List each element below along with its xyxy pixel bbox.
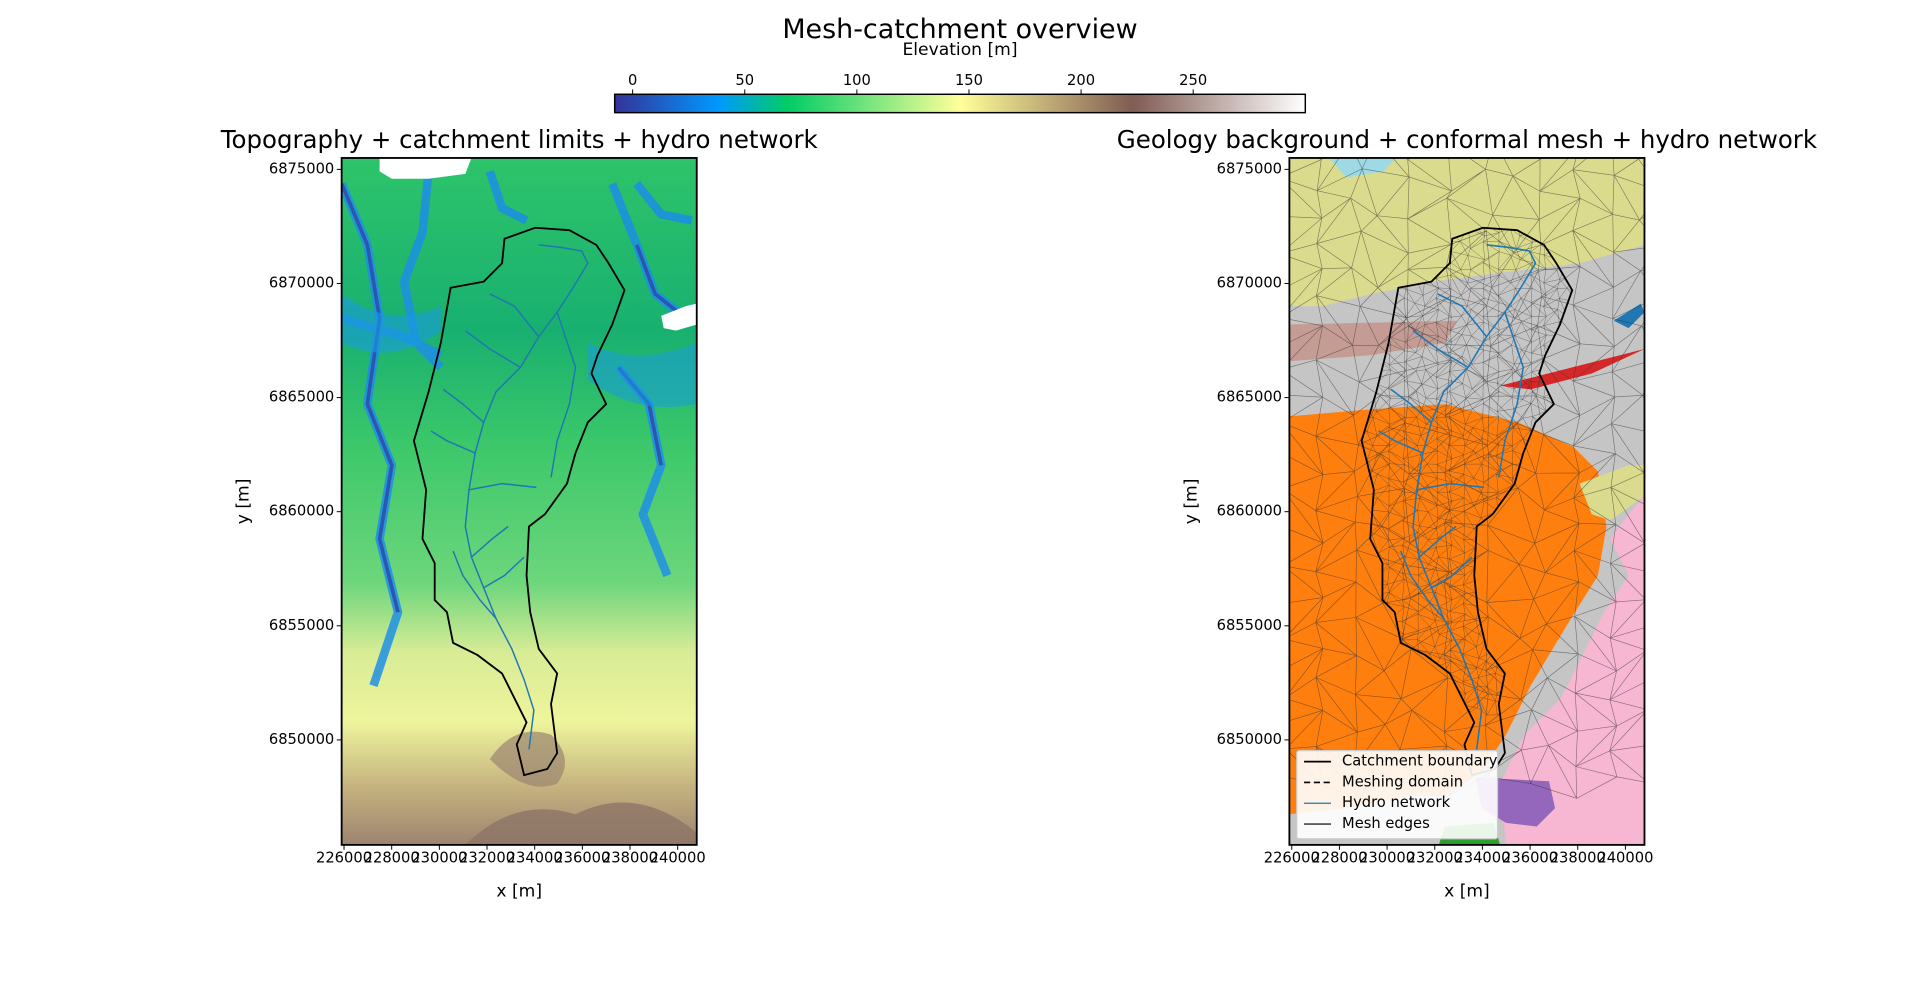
y-tick-label: 6870000 xyxy=(1217,274,1282,291)
x-tick-label: 240000 xyxy=(650,849,706,866)
panel-title: Topography + catchment limits + hydro ne… xyxy=(220,125,819,154)
colorbar-gradient xyxy=(613,93,1307,114)
map-panel: Topography + catchment limits + hydro ne… xyxy=(220,125,819,902)
colorbar-tick-label: 250 xyxy=(1179,72,1207,89)
y-axis-label: y [m] xyxy=(234,479,254,525)
topography-map xyxy=(341,157,697,845)
x-tick-label: 236000 xyxy=(554,849,610,866)
legend-label: Mesh edges xyxy=(1342,815,1430,832)
x-tick-label: 232000 xyxy=(459,849,515,866)
y-tick-label: 6865000 xyxy=(1217,389,1282,406)
y-tick-label: 6860000 xyxy=(269,503,334,520)
legend-label: Hydro network xyxy=(1342,794,1451,811)
y-axis-label: y [m] xyxy=(1181,479,1201,525)
x-tick-label: 234000 xyxy=(1454,849,1510,866)
y-tick-label: 6855000 xyxy=(1217,617,1282,634)
legend-box xyxy=(1296,749,1499,840)
colorbar-tick-label: 0 xyxy=(628,72,637,89)
x-tick-label: 232000 xyxy=(1407,849,1463,866)
x-tick-label: 230000 xyxy=(411,849,467,866)
axes-frame xyxy=(1288,157,1646,846)
x-tick-label: 228000 xyxy=(1311,849,1367,866)
colorbar-tick-label: 50 xyxy=(735,72,754,89)
y-tick-label: 6860000 xyxy=(1217,503,1282,520)
y-tick-label: 6870000 xyxy=(269,274,334,291)
colorbar-tick-label: 200 xyxy=(1067,72,1095,89)
colorbar-tick-label: 100 xyxy=(843,72,871,89)
x-tick-label: 226000 xyxy=(316,849,372,866)
x-axis-label: x [m] xyxy=(496,881,542,901)
axes-frame xyxy=(340,157,698,846)
y-tick-label: 6865000 xyxy=(269,389,334,406)
x-tick-label: 228000 xyxy=(364,849,420,866)
colorbar-label: Elevation [m] xyxy=(902,40,1017,60)
y-tick-label: 6875000 xyxy=(1217,160,1282,177)
legend-label: Meshing domain xyxy=(1342,773,1463,790)
y-tick-label: 6855000 xyxy=(269,617,334,634)
y-tick-label: 6850000 xyxy=(1217,731,1282,748)
x-tick-label: 226000 xyxy=(1264,849,1320,866)
colorbar-tick-label: 150 xyxy=(955,72,983,89)
legend: Catchment boundary Meshing domain Hydro ne… xyxy=(1296,749,1499,840)
x-tick-label: 240000 xyxy=(1597,849,1653,866)
y-tick-label: 6875000 xyxy=(269,160,334,177)
x-tick-label: 230000 xyxy=(1359,849,1415,866)
legend-label: Catchment boundary xyxy=(1342,753,1498,770)
y-tick-label: 6850000 xyxy=(269,731,334,748)
x-tick-label: 234000 xyxy=(507,849,563,866)
colorbar: 0 50 100 150 200 250 xyxy=(613,72,1307,114)
figure-title: Mesh-catchment overview xyxy=(782,14,1137,45)
geology-map xyxy=(1289,157,1645,845)
map-panel: Geology background + conformal mesh + hy… xyxy=(1117,125,1818,902)
x-tick-label: 238000 xyxy=(602,849,658,866)
x-tick-label: 238000 xyxy=(1550,849,1606,866)
panel-title: Geology background + conformal mesh + hy… xyxy=(1117,125,1818,154)
x-axis-label: x [m] xyxy=(1444,881,1490,901)
x-tick-label: 236000 xyxy=(1502,849,1558,866)
